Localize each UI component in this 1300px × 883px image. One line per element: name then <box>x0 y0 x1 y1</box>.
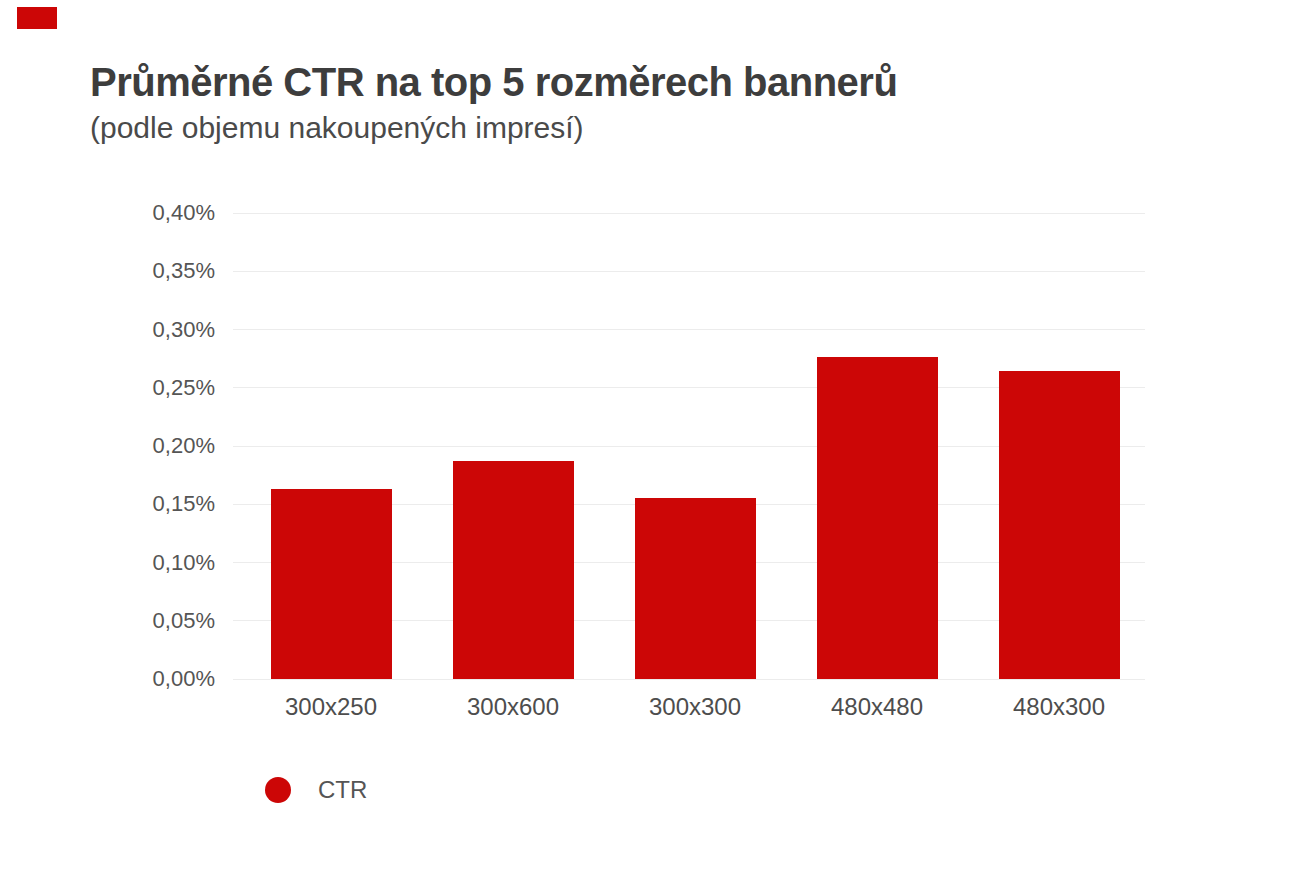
y-axis-tick-label: 0,35% <box>115 257 215 285</box>
gridline <box>233 329 1145 330</box>
legend-label: CTR <box>318 776 367 803</box>
y-axis-tick-label: 0,40% <box>115 199 215 227</box>
y-axis-tick-label: 0,20% <box>115 432 215 460</box>
x-axis-tick-label: 300x250 <box>240 692 422 722</box>
y-axis-tick-label: 0,30% <box>115 316 215 344</box>
chart-title: Průměrné CTR na top 5 rozměrech bannerů <box>90 58 1190 106</box>
y-axis-tick-label: 0,25% <box>115 374 215 402</box>
bar-300x250 <box>271 489 392 679</box>
x-axis-tick-label: 300x600 <box>422 692 604 722</box>
y-axis-tick-label: 0,00% <box>115 665 215 693</box>
chart-subtitle: (podle objemu nakoupených impresí) <box>90 110 1190 146</box>
plot-area: 0,40%0,35%0,30%0,25%0,20%0,15%0,10%0,05%… <box>233 213 1145 679</box>
legend-marker-circle-icon <box>265 777 291 803</box>
brand-mark <box>17 7 57 29</box>
gridline <box>233 271 1145 272</box>
y-axis-tick-label: 0,15% <box>115 490 215 518</box>
y-axis-tick-label: 0,10% <box>115 549 215 577</box>
x-axis-tick-label: 300x300 <box>604 692 786 722</box>
y-axis-tick-label: 0,05% <box>115 607 215 635</box>
x-axis-tick-label: 480x480 <box>786 692 968 722</box>
bar-300x300 <box>635 498 756 679</box>
gridline <box>233 213 1145 214</box>
legend: CTR <box>265 776 367 803</box>
x-axis-tick-label: 480x300 <box>968 692 1150 722</box>
bar-480x300 <box>999 371 1120 679</box>
bar-300x600 <box>453 461 574 679</box>
bar-480x480 <box>817 357 938 679</box>
chart-canvas: Průměrné CTR na top 5 rozměrech bannerů … <box>0 0 1300 883</box>
